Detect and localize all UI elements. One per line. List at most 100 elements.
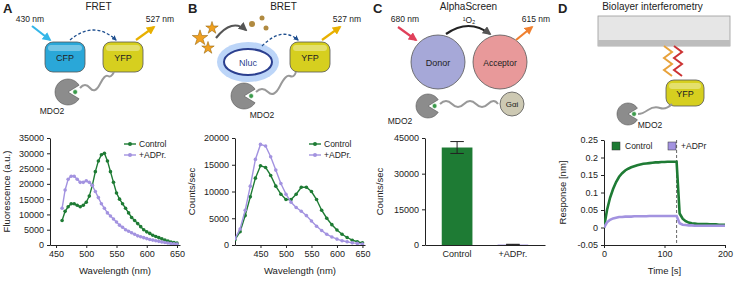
tick-mark — [601, 175, 604, 176]
ligand — [632, 112, 637, 117]
cfp-barrel-shade — [48, 45, 82, 51]
tick: 650 — [355, 245, 370, 259]
legend: Control+ADPr. — [309, 139, 352, 160]
series-marker — [259, 164, 263, 168]
tick-mark — [117, 245, 118, 248]
series-marker — [264, 166, 268, 170]
tick-label: 0.25 — [580, 135, 598, 145]
series-marker — [269, 174, 273, 178]
series-marker — [60, 219, 64, 223]
error-bar — [450, 142, 464, 154]
tick-label: 450 — [49, 249, 64, 259]
series-marker — [115, 191, 119, 195]
series-marker — [63, 188, 67, 192]
tick-label: 0 — [39, 240, 44, 250]
tick-label: 0 — [602, 249, 607, 259]
arrow — [32, 26, 50, 40]
wavelength-label: 527 nm — [146, 14, 174, 24]
series-marker — [118, 223, 122, 227]
tick-label: Control — [443, 249, 472, 259]
series-marker — [238, 227, 242, 231]
nluc — [224, 49, 272, 75]
series-marker — [248, 195, 252, 199]
substrate — [206, 21, 218, 33]
tick: 450 — [253, 245, 268, 259]
series-marker — [97, 196, 101, 200]
protein-label: YFP — [114, 53, 132, 63]
tick-mark — [232, 218, 235, 219]
series-marker — [121, 225, 125, 229]
legend-swatch — [313, 142, 317, 146]
series-marker — [340, 233, 344, 237]
legend-item: +ADPr. — [309, 150, 351, 160]
energy-transfer — [262, 34, 298, 46]
tick-mark — [147, 245, 148, 248]
surface-chain — [664, 46, 672, 76]
series-marker — [172, 242, 176, 245]
legend-item: Control — [612, 141, 653, 151]
product — [264, 26, 269, 31]
reference-line — [676, 140, 677, 245]
tick-mark — [422, 174, 425, 175]
series-marker — [133, 219, 137, 223]
series-marker — [335, 237, 339, 241]
series-marker — [248, 184, 252, 188]
axis-line — [50, 139, 51, 246]
axis-title: Wavelength (nm) — [264, 265, 336, 276]
series-marker — [130, 216, 134, 220]
series-marker — [106, 211, 110, 215]
tick: 0 — [602, 245, 607, 259]
tick-mark — [47, 245, 50, 246]
tick-label: 650 — [355, 249, 370, 259]
series-marker — [109, 214, 113, 218]
tick-label: 0 — [414, 240, 419, 250]
tick-label: 30000 — [19, 149, 44, 159]
series-marker — [274, 184, 278, 188]
tick-mark — [47, 230, 50, 231]
protein-label: MDO2 — [250, 110, 275, 120]
tick-mark — [601, 140, 604, 141]
series-marker — [305, 185, 309, 189]
series-marker — [118, 197, 122, 201]
sensor-surface — [598, 40, 730, 46]
series-marker — [243, 208, 247, 212]
tick-label: 0 — [593, 223, 598, 233]
mdo2-protein — [617, 103, 637, 125]
product — [260, 16, 265, 21]
axis: Control+ADPr. — [426, 245, 546, 259]
tick: Control — [443, 245, 472, 259]
tick-mark — [177, 245, 178, 248]
legend-swatch — [128, 153, 132, 157]
tick: 0 — [593, 223, 604, 233]
axis-title: Counts/sec — [374, 167, 385, 215]
series-marker — [81, 203, 85, 207]
tick: 35000 — [19, 133, 50, 143]
tick-label: -0.05 — [577, 240, 598, 250]
bar — [498, 244, 529, 245]
series-marker — [60, 207, 64, 211]
tick: 0 — [224, 240, 235, 250]
series-marker — [84, 200, 88, 204]
series-marker — [112, 181, 116, 185]
tick-label: 650 — [170, 249, 185, 259]
tick-mark — [47, 214, 50, 215]
series-marker — [148, 232, 152, 236]
panel-title: BRET — [270, 1, 297, 12]
series-marker — [169, 242, 173, 245]
series-marker — [264, 144, 268, 148]
tick-label: 35000 — [19, 133, 44, 143]
series-marker — [157, 240, 161, 244]
ligand — [73, 90, 78, 95]
series-marker — [163, 241, 167, 245]
series-marker — [310, 219, 314, 223]
tick-mark — [56, 245, 57, 248]
tick-label: 10000 — [204, 187, 229, 197]
axis: 0150003000045000 — [394, 133, 426, 250]
tick-label: 15000 — [394, 205, 419, 215]
series-marker — [66, 205, 70, 209]
axis-line — [235, 139, 236, 246]
wavelength-label: 527 nm — [333, 14, 361, 24]
series-marker — [235, 237, 237, 241]
substrate — [192, 30, 208, 45]
panel-letter: D — [558, 1, 567, 16]
